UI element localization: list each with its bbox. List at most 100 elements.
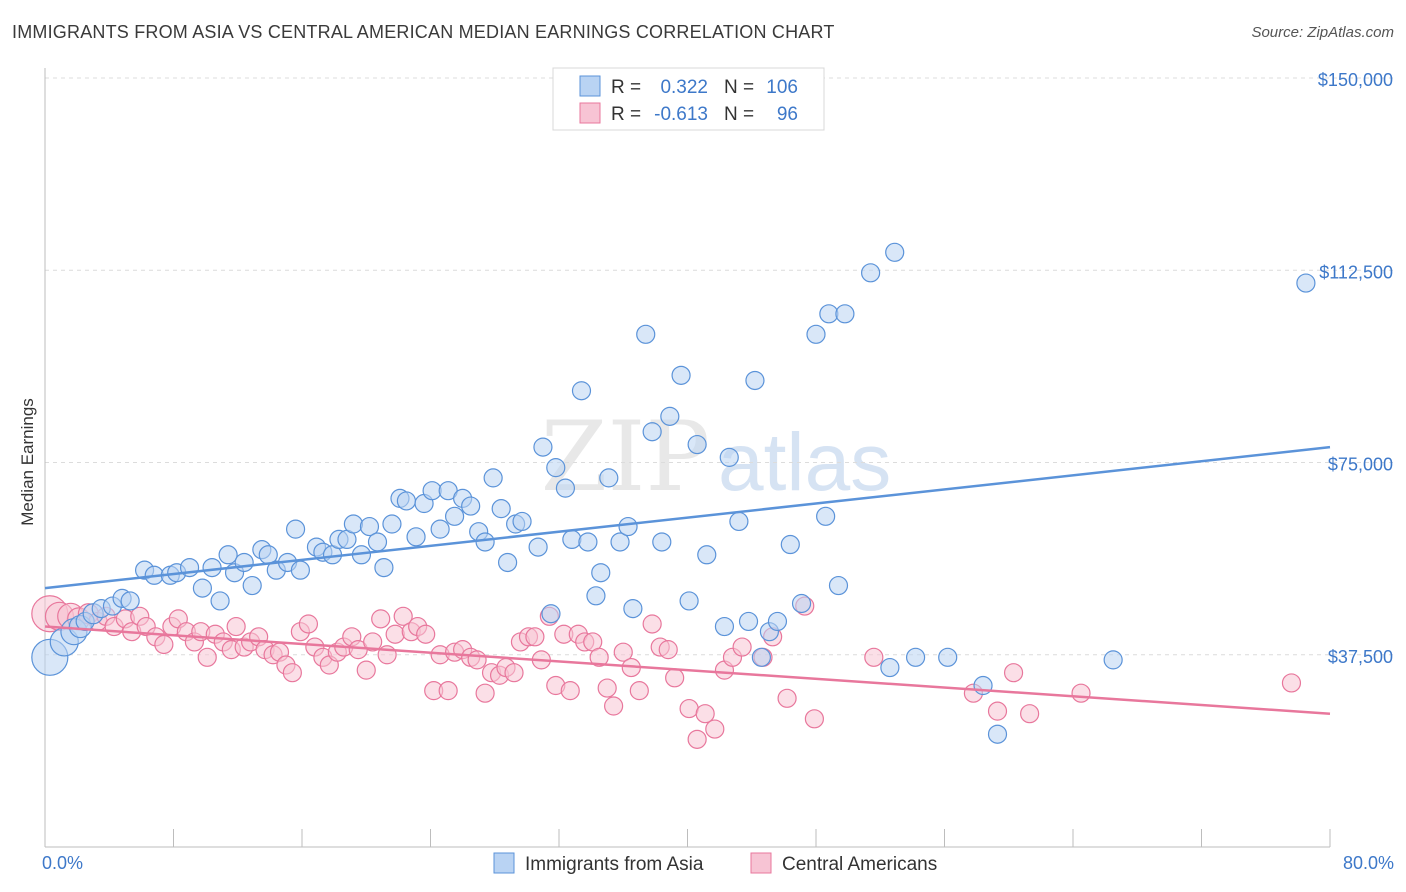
point-asia <box>491 499 511 519</box>
point-asia <box>714 616 735 637</box>
point-central-americans <box>1281 673 1302 693</box>
point-asia <box>498 552 518 573</box>
point-asia <box>528 537 548 557</box>
bottom-legend-central: Central Americans <box>782 854 937 875</box>
point-asia <box>987 724 1008 744</box>
point-asia <box>819 304 839 324</box>
point-asia <box>422 481 442 501</box>
legend-swatch-asia <box>579 75 601 97</box>
legend-n-label-central: N = <box>724 104 754 125</box>
legend-n-value-asia: 106 <box>766 77 798 98</box>
point-asia <box>541 604 561 624</box>
point-asia <box>483 468 503 488</box>
point-asia <box>816 506 836 526</box>
point-asia <box>738 611 759 632</box>
point-central-americans <box>665 668 685 688</box>
chart-title: IMMIGRANTS FROM ASIA VS CENTRAL AMERICAN… <box>12 22 835 42</box>
point-central-americans <box>504 663 524 683</box>
point-asia <box>234 552 254 573</box>
point-asia <box>374 557 394 578</box>
point-asia <box>367 532 388 552</box>
legend-swatch-central <box>579 102 601 124</box>
point-central-americans <box>705 719 725 739</box>
point-central-americans <box>613 642 633 662</box>
point-asia <box>382 514 402 534</box>
point-asia <box>285 519 306 539</box>
point-asia <box>396 491 417 511</box>
point-central-americans <box>687 729 707 749</box>
point-central-americans <box>658 640 678 660</box>
point-asia <box>555 478 576 498</box>
point-central-americans <box>987 701 1008 721</box>
point-central-americans <box>282 663 302 683</box>
point-central-americans <box>1020 704 1040 724</box>
axes: $37,500 $75,000 $112,500 $150,000 <box>44 68 1393 848</box>
point-asia <box>444 506 465 526</box>
point-central-americans <box>589 647 609 667</box>
point-central-americans <box>438 681 458 701</box>
point-asia <box>671 365 691 385</box>
point-asia <box>192 578 213 598</box>
point-asia <box>475 532 495 552</box>
point-asia <box>780 534 800 555</box>
point-asia <box>751 647 771 667</box>
point-asia <box>687 434 707 455</box>
trend-line-asia <box>44 445 1331 590</box>
point-asia <box>623 599 643 619</box>
point-asia <box>242 575 262 596</box>
point-asia <box>938 647 958 667</box>
point-asia <box>828 575 849 596</box>
x-tick-label-max: 80.0% <box>1343 853 1394 873</box>
point-asia <box>218 545 238 565</box>
x-tick-label-min: 0.0% <box>42 853 83 873</box>
series-legend: Immigrants from Asia Central Americans <box>493 852 937 875</box>
point-asia <box>430 519 450 539</box>
point-central-americans <box>804 709 824 729</box>
point-asia <box>461 496 481 516</box>
point-asia <box>1296 273 1316 293</box>
correlation-legend: R = 0.322 N = 106 R = -0.613 N = 96 <box>552 67 825 131</box>
point-central-americans <box>1003 663 1024 683</box>
legend-r-value-central: -0.613 <box>654 104 708 125</box>
trend-lines <box>44 445 1331 715</box>
point-asia <box>835 304 855 324</box>
bottom-legend-asia: Immigrants from Asia <box>525 854 704 875</box>
point-central-americans <box>629 681 649 701</box>
point-asia <box>636 324 656 344</box>
y-tick-label: $150,000 <box>1318 70 1393 90</box>
point-asia <box>905 647 926 667</box>
point-asia <box>210 591 230 611</box>
point-asia <box>861 263 881 283</box>
point-central-americans <box>642 614 662 634</box>
point-central-americans <box>777 688 797 708</box>
point-central-americans <box>298 614 319 634</box>
legend-r-label-central: R = <box>611 104 641 125</box>
point-asia <box>533 437 553 457</box>
point-asia <box>546 458 566 478</box>
point-central-americans <box>393 606 413 626</box>
point-central-americans <box>416 624 436 644</box>
point-central-americans <box>197 647 217 667</box>
point-central-americans <box>1071 683 1091 703</box>
point-asia <box>767 611 788 632</box>
series-asia-points <box>31 242 1316 744</box>
legend-n-value-central: 96 <box>777 104 798 125</box>
point-asia <box>618 516 638 537</box>
point-asia <box>880 657 900 678</box>
point-central-americans <box>467 650 487 670</box>
bottom-legend-swatch-central <box>750 852 772 874</box>
point-asia <box>642 422 662 442</box>
point-asia <box>202 557 222 578</box>
watermark: ZIP atlas <box>541 401 891 513</box>
point-asia <box>719 447 739 467</box>
point-central-americans <box>864 647 884 667</box>
point-central-americans <box>226 616 246 637</box>
point-asia <box>599 468 619 488</box>
point-central-americans <box>371 609 391 629</box>
series-central-americans-points <box>31 595 1302 749</box>
point-asia <box>660 406 680 426</box>
point-asia <box>610 532 630 552</box>
point-asia <box>571 381 592 401</box>
point-asia <box>406 527 426 547</box>
